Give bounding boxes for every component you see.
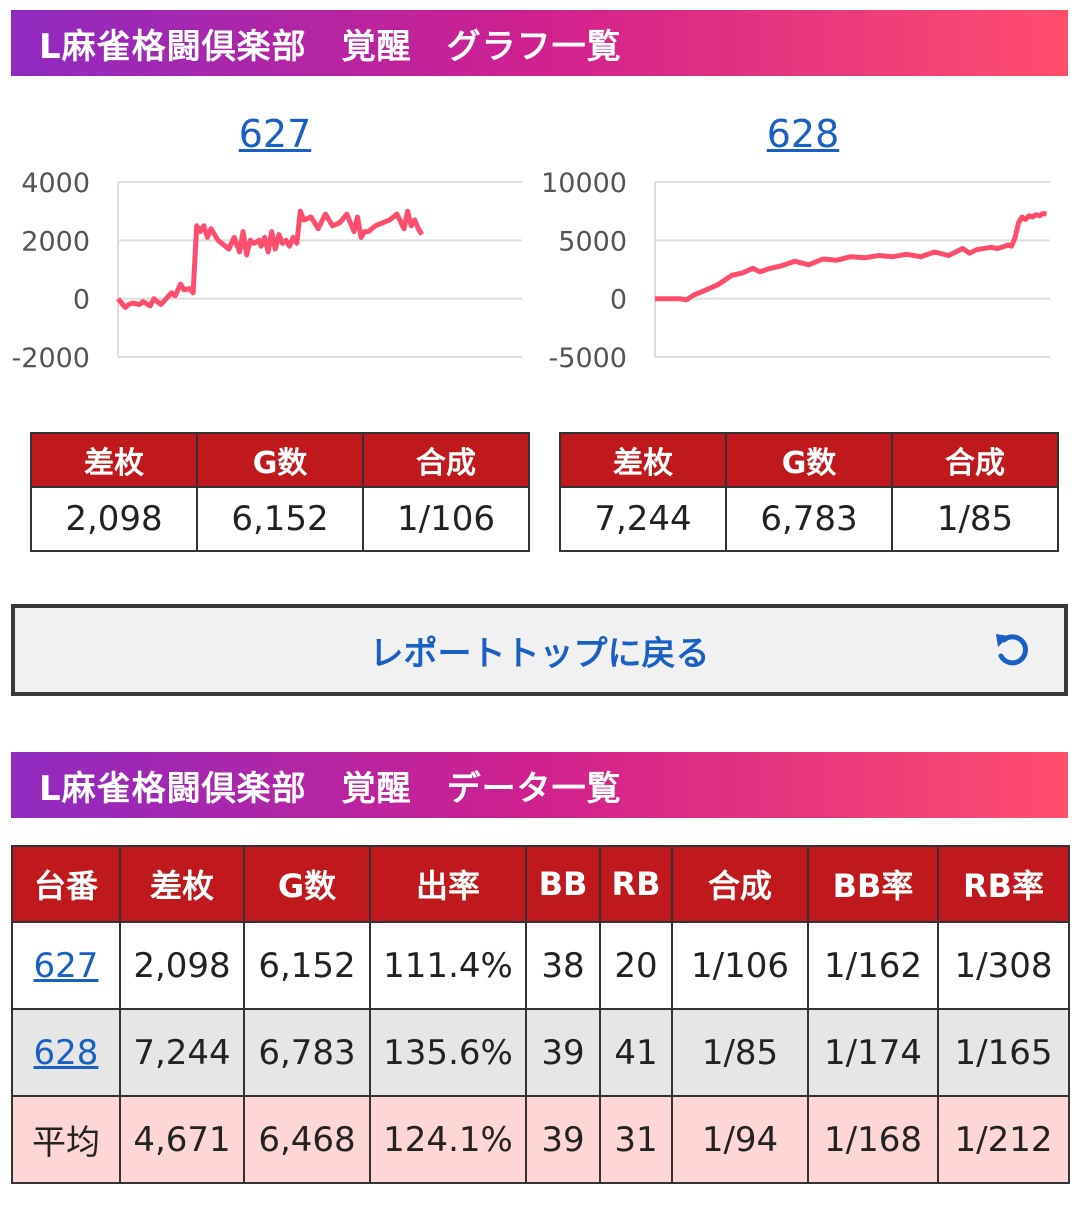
cell-bb-rate: 1/168 [807,1095,939,1184]
y-tick-label: -5000 [549,343,627,374]
cell-diff: 7,244 [119,1008,245,1097]
cell-machine[interactable]: 627 [11,921,121,1010]
cell-payout: 124.1% [369,1095,527,1184]
machine-link-627[interactable]: 627 [33,945,99,986]
data-table-header-row: 台番 差枚 G数 出率 BB RB 合成 BB率 RB率 [11,845,1070,923]
summary-value-diff: 2,098 [30,486,198,552]
chart-627: 4000 2000 0 -2000 [12,168,522,374]
cell-machine[interactable]: 628 [11,1008,121,1097]
col-header-diff: 差枚 [119,845,245,923]
summary-table-627: 差枚 G数 合成 2,098 6,152 1/106 [30,432,530,552]
cell-rb: 20 [599,921,673,1010]
summary-header-combined: 合成 [891,432,1059,488]
cell-combined: 1/106 [671,921,809,1010]
series-line [116,208,425,310]
table-row-average: 平均 4,671 6,468 124.1% 39 31 1/94 1/168 1… [11,1095,1070,1184]
col-header-machine: 台番 [11,845,121,923]
table-row: 628 7,244 6,783 135.6% 39 41 1/85 1/174 … [11,1008,1070,1097]
summary-table-628: 差枚 G数 合成 7,244 6,783 1/85 [559,432,1059,552]
y-tick-label: 4000 [21,168,90,199]
back-to-report-top-button[interactable]: レポートトップに戻る [11,604,1068,696]
summary-header-games: G数 [196,432,364,488]
cell-bb-rate: 1/162 [807,921,939,1010]
col-header-payout: 出率 [369,845,527,923]
cell-games: 6,783 [243,1008,371,1097]
summary-value-combined: 1/85 [891,486,1059,552]
y-tick-label: 0 [73,285,90,316]
series-line [655,211,1047,303]
graph-title-627[interactable]: 627 [238,112,312,156]
reload-icon [996,634,1028,666]
cell-rb: 31 [599,1095,673,1184]
back-button-label: レポートトップに戻る [369,633,710,674]
graph-section-header: L麻雀格闘倶楽部 覚醒 グラフ一覧 [11,10,1068,76]
col-header-games: G数 [243,845,371,923]
cell-combined: 1/94 [671,1095,809,1184]
col-header-bb: BB [525,845,601,923]
summary-header-combined: 合成 [362,432,530,488]
cell-diff: 4,671 [119,1095,245,1184]
y-tick-label: 0 [610,285,627,316]
summary-header-games: G数 [725,432,893,488]
cell-rb-rate: 1/165 [937,1008,1070,1097]
cell-games: 6,468 [243,1095,371,1184]
y-tick-label: -2000 [12,343,90,374]
cell-bb: 38 [525,921,601,1010]
col-header-bb-rate: BB率 [807,845,939,923]
cell-rb: 41 [599,1008,673,1097]
cell-diff: 2,098 [119,921,245,1010]
cell-rb-rate: 1/212 [937,1095,1070,1184]
y-tick-label: 5000 [558,226,627,257]
machine-link-628[interactable]: 628 [33,1032,99,1073]
data-section-title: L麻雀格闘倶楽部 覚醒 データ一覧 [39,768,622,809]
col-header-rb: RB [599,845,673,923]
cell-payout: 135.6% [369,1008,527,1097]
graph-section-title: L麻雀格闘倶楽部 覚醒 グラフ一覧 [39,26,622,67]
summary-value-combined: 1/106 [362,486,530,552]
cell-rb-rate: 1/308 [937,921,1070,1010]
data-table: 台番 差枚 G数 出率 BB RB 合成 BB率 RB率 627 2,098 6… [11,845,1070,1184]
summary-header-diff: 差枚 [559,432,727,488]
cell-games: 6,152 [243,921,371,1010]
col-header-rb-rate: RB率 [937,845,1070,923]
summary-value-diff: 7,244 [559,486,727,552]
col-header-combined: 合成 [671,845,809,923]
table-row: 627 2,098 6,152 111.4% 38 20 1/106 1/162… [11,921,1070,1010]
cell-bb: 39 [525,1008,601,1097]
summary-value-games: 6,152 [196,486,364,552]
summary-header-diff: 差枚 [30,432,198,488]
cell-combined: 1/85 [671,1008,809,1097]
y-tick-label: 10000 [541,168,627,199]
chart-628: 10000 5000 0 -5000 [541,168,1050,374]
cell-machine: 平均 [11,1095,121,1184]
y-tick-label: 2000 [21,226,90,257]
summary-value-games: 6,783 [725,486,893,552]
cell-payout: 111.4% [369,921,527,1010]
data-section-header: L麻雀格闘倶楽部 覚醒 データ一覧 [11,752,1068,818]
cell-bb-rate: 1/174 [807,1008,939,1097]
cell-bb: 39 [525,1095,601,1184]
graph-title-628[interactable]: 628 [766,112,840,156]
